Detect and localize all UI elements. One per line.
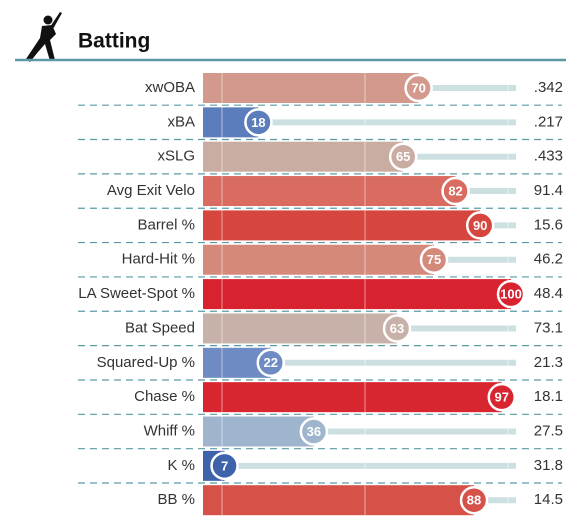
stat-value: 31.8: [534, 457, 563, 474]
metric-label: xBA: [167, 113, 195, 130]
percentile-dot: [388, 142, 418, 171]
percentile-label: 7: [221, 458, 228, 473]
stat-value: 18.1: [534, 388, 563, 405]
percentile-label: 90: [473, 218, 487, 233]
percentile-label: 36: [307, 424, 321, 439]
percentile-label: 22: [264, 355, 278, 370]
stat-value: .217: [534, 113, 563, 130]
stat-value: 91.4: [534, 182, 563, 199]
stat-value: .342: [534, 79, 563, 96]
percentile-dot: [404, 73, 433, 103]
metric-label: LA Sweet-Spot %: [78, 285, 195, 302]
metric-label: Whiff %: [144, 422, 195, 439]
percentile-label: 70: [411, 80, 425, 95]
bar: [203, 485, 475, 516]
bar: [203, 176, 456, 207]
percentile-dot: [465, 211, 495, 240]
percentile-label: 63: [390, 321, 404, 336]
stat-value: 46.2: [534, 251, 563, 268]
percentile-label: 65: [396, 149, 410, 164]
bar: [203, 313, 398, 344]
stat-value: 15.6: [534, 216, 563, 233]
stat-value: .433: [534, 148, 563, 165]
stat-value: 48.4: [534, 285, 563, 302]
metric-label: Squared-Up %: [97, 354, 195, 371]
stat-value: 14.5: [534, 491, 563, 508]
batter-icon: [26, 12, 62, 62]
metric-label: Barrel %: [137, 216, 195, 233]
percentile-dot: [487, 382, 517, 412]
bar: [203, 141, 404, 172]
percentile-label: 100: [500, 287, 522, 302]
chart-title: Batting: [78, 30, 150, 53]
metric-label: BB %: [157, 491, 195, 508]
metric-label: xwOBA: [145, 79, 195, 96]
stat-value: 21.3: [534, 354, 563, 371]
percentile-dot: [496, 279, 526, 309]
percentile-dot: [441, 176, 470, 206]
metric-label: Avg Exit Velo: [107, 182, 195, 199]
metric-label: Chase %: [134, 388, 195, 405]
bar: [203, 279, 511, 310]
percentile-dot: [244, 108, 273, 137]
bar: [203, 73, 419, 103]
stat-value: 27.5: [534, 422, 563, 439]
bar: [203, 382, 502, 413]
stat-value: 73.1: [534, 319, 563, 336]
percentile-label: 18: [251, 115, 265, 130]
metric-label: Bat Speed: [125, 319, 195, 336]
bar: [203, 416, 314, 447]
percentile-label: 97: [495, 390, 509, 405]
percentile-label: 82: [448, 183, 462, 198]
percentile-dot: [382, 314, 412, 343]
metric-label: K %: [167, 457, 195, 474]
percentile-dot: [210, 451, 239, 481]
percentile-label: 88: [467, 493, 481, 508]
metric-label: Hard-Hit %: [122, 251, 195, 268]
bar: [203, 210, 481, 241]
metric-label: xSLG: [157, 148, 195, 165]
percentile-label: 75: [427, 252, 441, 267]
percentile-dot: [299, 417, 329, 446]
percentile-dot: [256, 348, 286, 378]
percentile-dot: [459, 485, 489, 515]
percentile-dot: [419, 245, 449, 274]
bar: [203, 244, 434, 275]
